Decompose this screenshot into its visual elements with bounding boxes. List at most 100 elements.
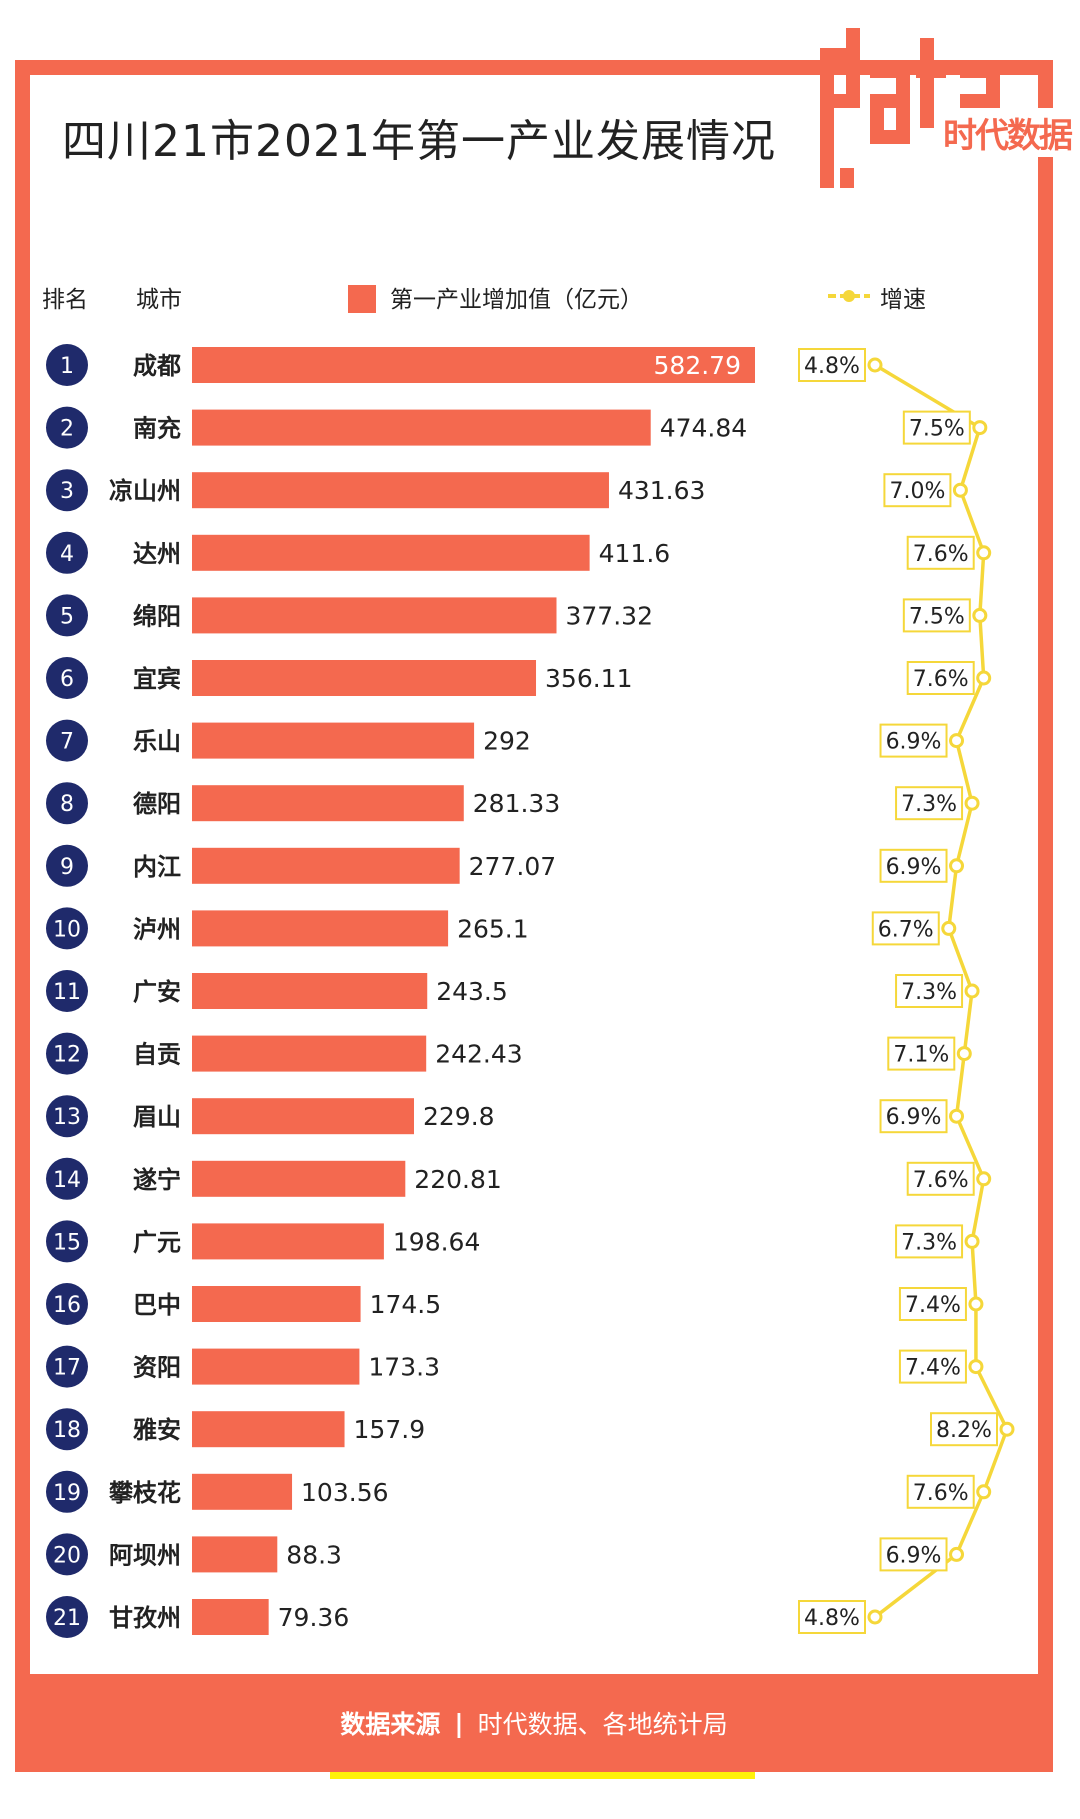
value-bar: [192, 409, 651, 446]
growth-value-label: 7.3%: [901, 980, 957, 1005]
bar-value-label: 229.8: [423, 1102, 495, 1131]
value-bar: [192, 910, 449, 947]
city-label: 广元: [133, 1228, 181, 1256]
rank-circle: [46, 844, 88, 887]
growth-value-label: 7.5%: [909, 604, 965, 629]
value-bar: [192, 1536, 278, 1573]
value-bar: [192, 1098, 414, 1135]
growth-label-box: [798, 1600, 866, 1634]
footer-stripe: [330, 1772, 755, 1779]
growth-label-box: [898, 1349, 967, 1384]
growth-point: [972, 607, 988, 623]
city-label: 甘孜州: [109, 1604, 181, 1632]
bar-value-label: 242.43: [435, 1040, 522, 1069]
growth-label-box: [898, 1287, 967, 1321]
bar-value-label: 173.3: [368, 1353, 440, 1382]
rank-label: 3: [60, 479, 74, 504]
value-bar: [192, 1160, 406, 1197]
growth-value-label: 7.6%: [913, 667, 969, 692]
growth-value-label: 6.9%: [886, 855, 942, 880]
growth-point: [976, 545, 992, 561]
growth-label-box: [930, 1412, 998, 1447]
growth-label-box: [887, 1036, 956, 1071]
city-label: 德阳: [133, 790, 181, 818]
city-label: 绵阳: [133, 602, 181, 630]
rank-circle: [46, 1095, 88, 1138]
rank-label: 13: [53, 1105, 81, 1130]
value-bar: [192, 847, 460, 884]
city-label: 达州: [133, 540, 181, 568]
rank-label: 18: [53, 1418, 81, 1443]
bar-value-label: 157.9: [354, 1415, 426, 1444]
growth-label-box: [906, 661, 975, 695]
rank-label: 12: [53, 1043, 81, 1068]
growth-label-box: [895, 1224, 964, 1259]
value-bar: [192, 1035, 427, 1072]
city-label: 巴中: [133, 1291, 181, 1319]
growth-point: [968, 1359, 984, 1375]
rank-label: 11: [53, 980, 81, 1005]
bar-value-label: 474.84: [660, 414, 747, 443]
rank-label: 6: [60, 667, 74, 692]
growth-label-box: [902, 598, 971, 633]
growth-point: [976, 1171, 992, 1187]
rank-circle: [46, 1220, 88, 1263]
city-label: 阿坝州: [109, 1541, 181, 1569]
bar-value-label: 220.81: [414, 1165, 501, 1194]
rank-circle: [46, 907, 88, 950]
city-label: 凉山州: [109, 477, 181, 505]
growth-value-label: 6.9%: [886, 730, 942, 755]
growth-point: [972, 420, 988, 436]
growth-point: [999, 1421, 1015, 1437]
header-city: 城市: [136, 287, 182, 313]
growth-label-box: [906, 535, 975, 570]
growth-point: [976, 670, 992, 686]
growth-label-box: [879, 1537, 948, 1572]
city-label: 雅安: [133, 1416, 181, 1444]
growth-point: [964, 1233, 980, 1249]
growth-value-label: 7.4%: [905, 1293, 961, 1318]
value-bar: [192, 534, 590, 571]
source-label: 数据来源: [340, 1710, 441, 1739]
growth-point: [964, 983, 980, 999]
bar-value-label: 356.11: [545, 664, 632, 693]
growth-value-label: 6.7%: [878, 917, 934, 942]
value-bar: [192, 785, 464, 822]
growth-value-label: 8.2%: [936, 1418, 992, 1443]
growth-label-box: [906, 1474, 975, 1509]
growth-label-box: [895, 786, 964, 821]
growth-point: [968, 1296, 984, 1312]
bar-value-label: 103.56: [301, 1478, 388, 1507]
growth-label-box: [906, 1161, 975, 1196]
bar-value-label: 88.3: [286, 1540, 342, 1569]
growth-label-box: [879, 1099, 948, 1134]
bar-value-label: 281.33: [473, 789, 560, 818]
growth-point: [956, 1046, 972, 1062]
rank-circle: [46, 1283, 88, 1325]
rank-label: 19: [53, 1481, 81, 1506]
legend-bar-swatch: [348, 285, 376, 313]
rank-label: 14: [53, 1168, 81, 1193]
value-bar: [192, 722, 475, 759]
source-separator: |: [454, 1708, 464, 1738]
bar-value-label: 431.63: [618, 476, 705, 505]
growth-value-label: 7.6%: [913, 1168, 969, 1193]
bar-value-label: 198.64: [393, 1227, 480, 1256]
legend-line-label: 增速: [880, 287, 926, 313]
city-label: 宜宾: [133, 665, 181, 693]
growth-value-label: 4.8%: [804, 1606, 860, 1631]
rank-label: 10: [53, 917, 81, 942]
growth-point: [949, 1546, 965, 1562]
value-bar: [192, 1223, 384, 1260]
growth-value-label: 7.6%: [913, 1481, 969, 1506]
rank-circle: [46, 782, 88, 825]
growth-label-box: [895, 974, 964, 1008]
value-bar: [192, 1411, 345, 1448]
growth-point: [952, 482, 968, 498]
growth-point: [949, 733, 965, 749]
source-text: 时代数据、各地统计局: [477, 1710, 728, 1739]
footer: 数据来源 | 时代数据、各地统计局: [15, 1674, 1053, 1772]
rank-label: 5: [60, 604, 74, 629]
rank-circle: [46, 1408, 88, 1451]
growth-point: [949, 1108, 965, 1124]
